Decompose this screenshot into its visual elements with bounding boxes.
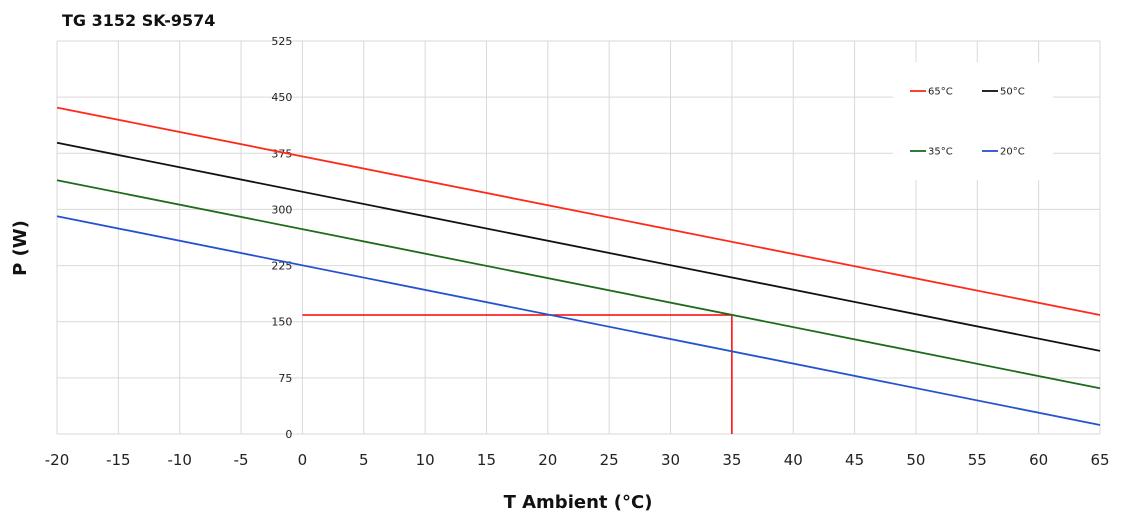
x-tick-label: 30 — [661, 451, 680, 469]
operating-point-annotation — [302, 314, 733, 434]
x-tick-label: -20 — [45, 451, 70, 469]
legend: 65°C 50°C 35°C 20°C — [893, 62, 1053, 180]
x-tick-label: 0 — [298, 451, 308, 469]
y-tick-label: 300 — [271, 203, 292, 216]
y-tick-label: 450 — [271, 91, 292, 104]
y-tick-label: 150 — [271, 316, 292, 329]
legend-label: 50°C — [1000, 87, 1025, 98]
x-axis-title: T Ambient (°C) — [504, 492, 653, 513]
y-axis-title: P (W) — [10, 220, 31, 276]
series-line-65Cc — [56, 106, 1101, 316]
y-tick-label: 75 — [278, 372, 292, 385]
x-tick-label: 55 — [968, 451, 987, 469]
series-line-35Cc — [56, 179, 1101, 390]
x-tick-label: 60 — [1029, 451, 1048, 469]
grid — [56, 40, 1101, 435]
y-tick-label: 525 — [271, 35, 292, 48]
x-tick-label: 40 — [784, 451, 803, 469]
series-lines — [56, 106, 1101, 426]
x-tick-label: 25 — [600, 451, 619, 469]
series-line-50Cc — [56, 141, 1101, 352]
x-tick-label: 65 — [1090, 451, 1109, 469]
x-tick-label: 20 — [538, 451, 557, 469]
x-tick-label: -5 — [234, 451, 249, 469]
legend-background — [893, 62, 1053, 180]
y-tick-label: 0 — [285, 428, 292, 441]
legend-label: 35°C — [928, 147, 953, 158]
x-tick-label: -10 — [167, 451, 192, 469]
x-axis-ticks: -20 -15 -10 -5 0 5 10 15 20 25 30 35 40 45 50 55 60 65 — [45, 451, 1110, 469]
x-tick-label: 15 — [477, 451, 496, 469]
x-tick-label: 10 — [416, 451, 435, 469]
series-line-20Cc — [56, 215, 1101, 426]
legend-label: 65°C — [928, 87, 953, 98]
x-tick-label: 35 — [722, 451, 741, 469]
x-tick-label: 5 — [359, 451, 369, 469]
x-tick-label: 45 — [845, 451, 864, 469]
x-tick-label: 50 — [906, 451, 925, 469]
legend-label: 20°C — [1000, 147, 1025, 158]
chart-title: TG 3152 SK-9574 — [62, 11, 215, 30]
x-tick-label: -15 — [106, 451, 131, 469]
